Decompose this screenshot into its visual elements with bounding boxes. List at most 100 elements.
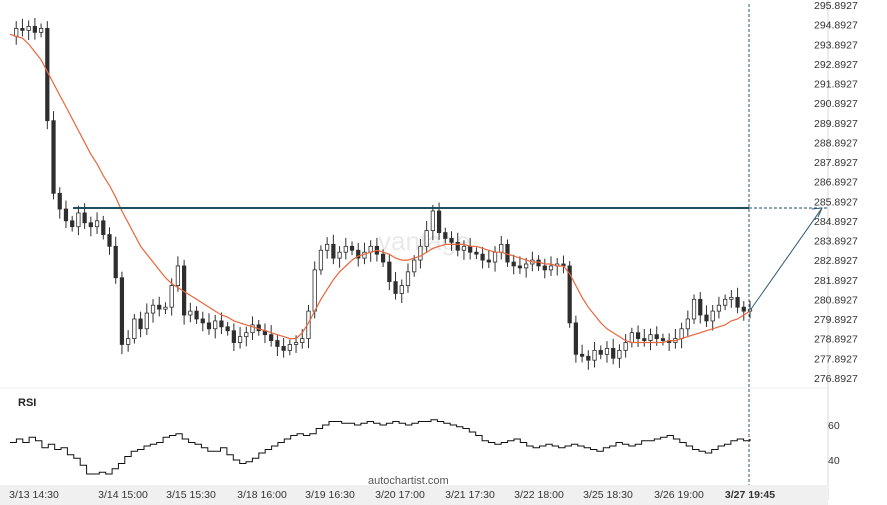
candle: [126, 330, 131, 352]
candle-body-up: [418, 245, 423, 261]
price-tick-label: 290.8927: [814, 98, 858, 110]
candle: [735, 287, 740, 314]
candle-body-down: [231, 330, 236, 343]
candle-body-up: [318, 249, 324, 271]
candle-body-down: [542, 265, 547, 271]
candle: [635, 325, 641, 348]
price-tick-label: 276.8927: [814, 373, 858, 385]
price-tick-label: 281.8927: [814, 275, 858, 287]
forecast-arrow-line: [750, 207, 823, 310]
candle-body-up: [26, 26, 31, 31]
candle: [592, 341, 597, 368]
candle-body-up: [405, 271, 411, 286]
candle: [710, 305, 715, 331]
candle-body-down: [387, 261, 392, 283]
candle-body-up: [188, 310, 193, 316]
candle: [144, 303, 149, 335]
candle-body-up: [399, 285, 404, 294]
candle-body-down: [275, 340, 280, 347]
candle-body-up: [679, 328, 684, 339]
price-tick-label: 284.8927: [814, 216, 858, 228]
price-tick-label: 285.8927: [814, 196, 858, 208]
candle-body-down: [281, 346, 286, 351]
candle: [716, 296, 722, 319]
candle-body-down: [654, 334, 659, 339]
candle-body-down: [138, 318, 143, 330]
candle-body-up: [685, 318, 690, 330]
candle-body-down: [536, 259, 541, 267]
price-tick-label: 295.8927: [814, 0, 858, 12]
candle: [480, 246, 485, 269]
candle: [461, 240, 467, 260]
candle-body-up: [38, 28, 44, 33]
candle-body-up: [461, 245, 467, 251]
candle-body-down: [70, 220, 75, 228]
x-axis: 3/13 14:30 3/14 15:00 3/15 15:30 3/18 16:00…: [0, 485, 828, 505]
price-tick-label: 286.8927: [814, 177, 858, 189]
candle: [604, 341, 610, 363]
candle-body-up: [604, 348, 610, 355]
rsi-tick-label: 60: [828, 420, 840, 432]
candle-body-up: [623, 342, 628, 351]
candle-body-down: [225, 326, 230, 332]
price-tick-label: 288.8927: [814, 137, 858, 149]
candle-body-up: [424, 230, 429, 247]
candle: [188, 302, 193, 323]
candle: [349, 241, 355, 256]
candle: [399, 279, 404, 304]
candle: [113, 236, 118, 284]
candle-body-up: [94, 220, 100, 228]
candle: [169, 278, 174, 316]
candle-body-up: [648, 334, 653, 341]
brand-watermark-group: vantage: [378, 226, 471, 256]
candle: [269, 325, 274, 347]
candle-body-down: [480, 253, 485, 261]
candle-body-down: [517, 265, 523, 269]
candle-body-down: [567, 265, 572, 324]
candle: [231, 323, 236, 351]
candle: [343, 237, 348, 260]
candle-body-up: [126, 338, 131, 345]
candle-body-down: [436, 210, 442, 233]
candle: [486, 250, 491, 269]
candle: [517, 256, 523, 275]
candle: [200, 311, 205, 332]
candle-body-up: [14, 28, 19, 37]
candle: [542, 258, 547, 279]
candle-body-up: [293, 342, 299, 345]
candle: [648, 328, 653, 351]
candle: [691, 294, 697, 324]
candle-body-up: [312, 269, 317, 312]
candle: [32, 18, 37, 40]
x-tick-label: 3/19 16:30: [305, 489, 355, 501]
candle-body-down: [598, 349, 603, 355]
candle: [51, 111, 56, 200]
candle: [76, 205, 81, 236]
candle-body-up: [150, 304, 156, 314]
candle-body-down: [356, 249, 361, 259]
rsi-tick-label: 40: [828, 455, 840, 467]
candle: [275, 334, 280, 357]
candle: [138, 311, 143, 338]
candle: [617, 344, 622, 368]
brand-watermark-text: vantage: [378, 226, 471, 256]
candle-body-down: [269, 334, 274, 341]
moving-average-group: [9, 33, 751, 344]
candle-body-down: [486, 259, 491, 263]
candle-body-up: [430, 210, 435, 232]
candle-body-down: [20, 28, 25, 31]
price-y-axis: 295.8927 294.8927 293.8927 292.8927 291.8927…: [0, 0, 858, 500]
candle: [157, 296, 162, 317]
candle: [449, 231, 454, 251]
candle-body-up: [691, 298, 697, 320]
candle-body-down: [82, 212, 87, 224]
rsi-panel-title: RSI: [18, 397, 36, 409]
candle: [225, 321, 230, 336]
candle-body-up: [250, 324, 255, 334]
candle: [418, 239, 423, 269]
rsi-line-group: [10, 419, 751, 475]
candle-body-down: [51, 120, 56, 194]
candle-body-up: [169, 285, 174, 308]
candle-body-down: [380, 253, 386, 263]
